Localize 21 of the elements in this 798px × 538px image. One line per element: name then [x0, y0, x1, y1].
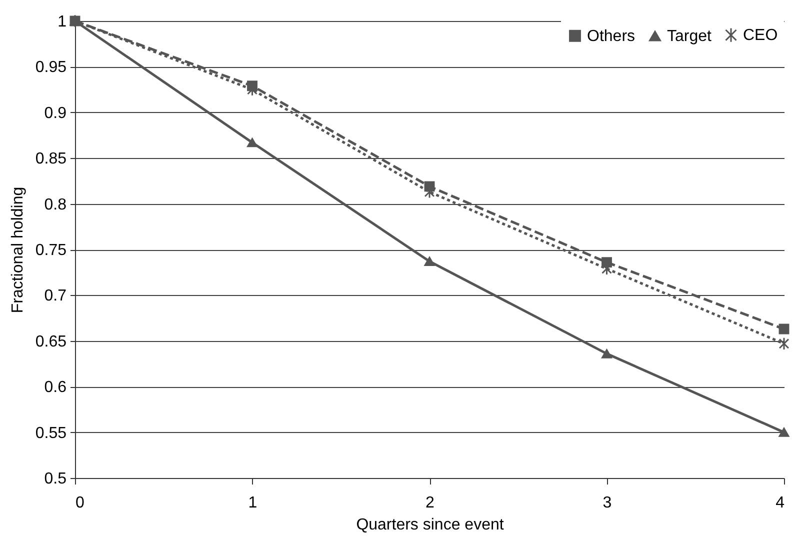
- y-tick-label: 0.7: [44, 288, 67, 305]
- x-tick-label: 2: [426, 494, 435, 512]
- y-tick-label: 0.75: [35, 242, 67, 259]
- legend-label: Others: [587, 28, 636, 45]
- legend-label: Target: [667, 28, 712, 45]
- y-tick-label: 0.85: [35, 150, 67, 168]
- y-tick-label: 0.5: [44, 470, 67, 488]
- y-axis-title: Fractional holding: [9, 186, 26, 314]
- y-tick-label: 0.9: [44, 104, 67, 122]
- y-tick-label: 1: [58, 14, 67, 30]
- y-tick-label: 0.55: [35, 424, 67, 442]
- x-axis-title: Quarters since event: [356, 516, 504, 534]
- y-tick-label: 0.95: [35, 59, 67, 76]
- y-tick-label: 0.6: [44, 379, 67, 396]
- y-tick-label: 0.65: [35, 333, 67, 350]
- legend-label: CEO: [743, 27, 778, 44]
- y-tick-label: 0.8: [44, 196, 67, 214]
- x-tick-label: 0: [76, 494, 84, 512]
- x-tick-label: 4: [776, 494, 785, 512]
- x-tick-label: 3: [602, 494, 612, 512]
- x-tick-label: 1: [248, 494, 258, 512]
